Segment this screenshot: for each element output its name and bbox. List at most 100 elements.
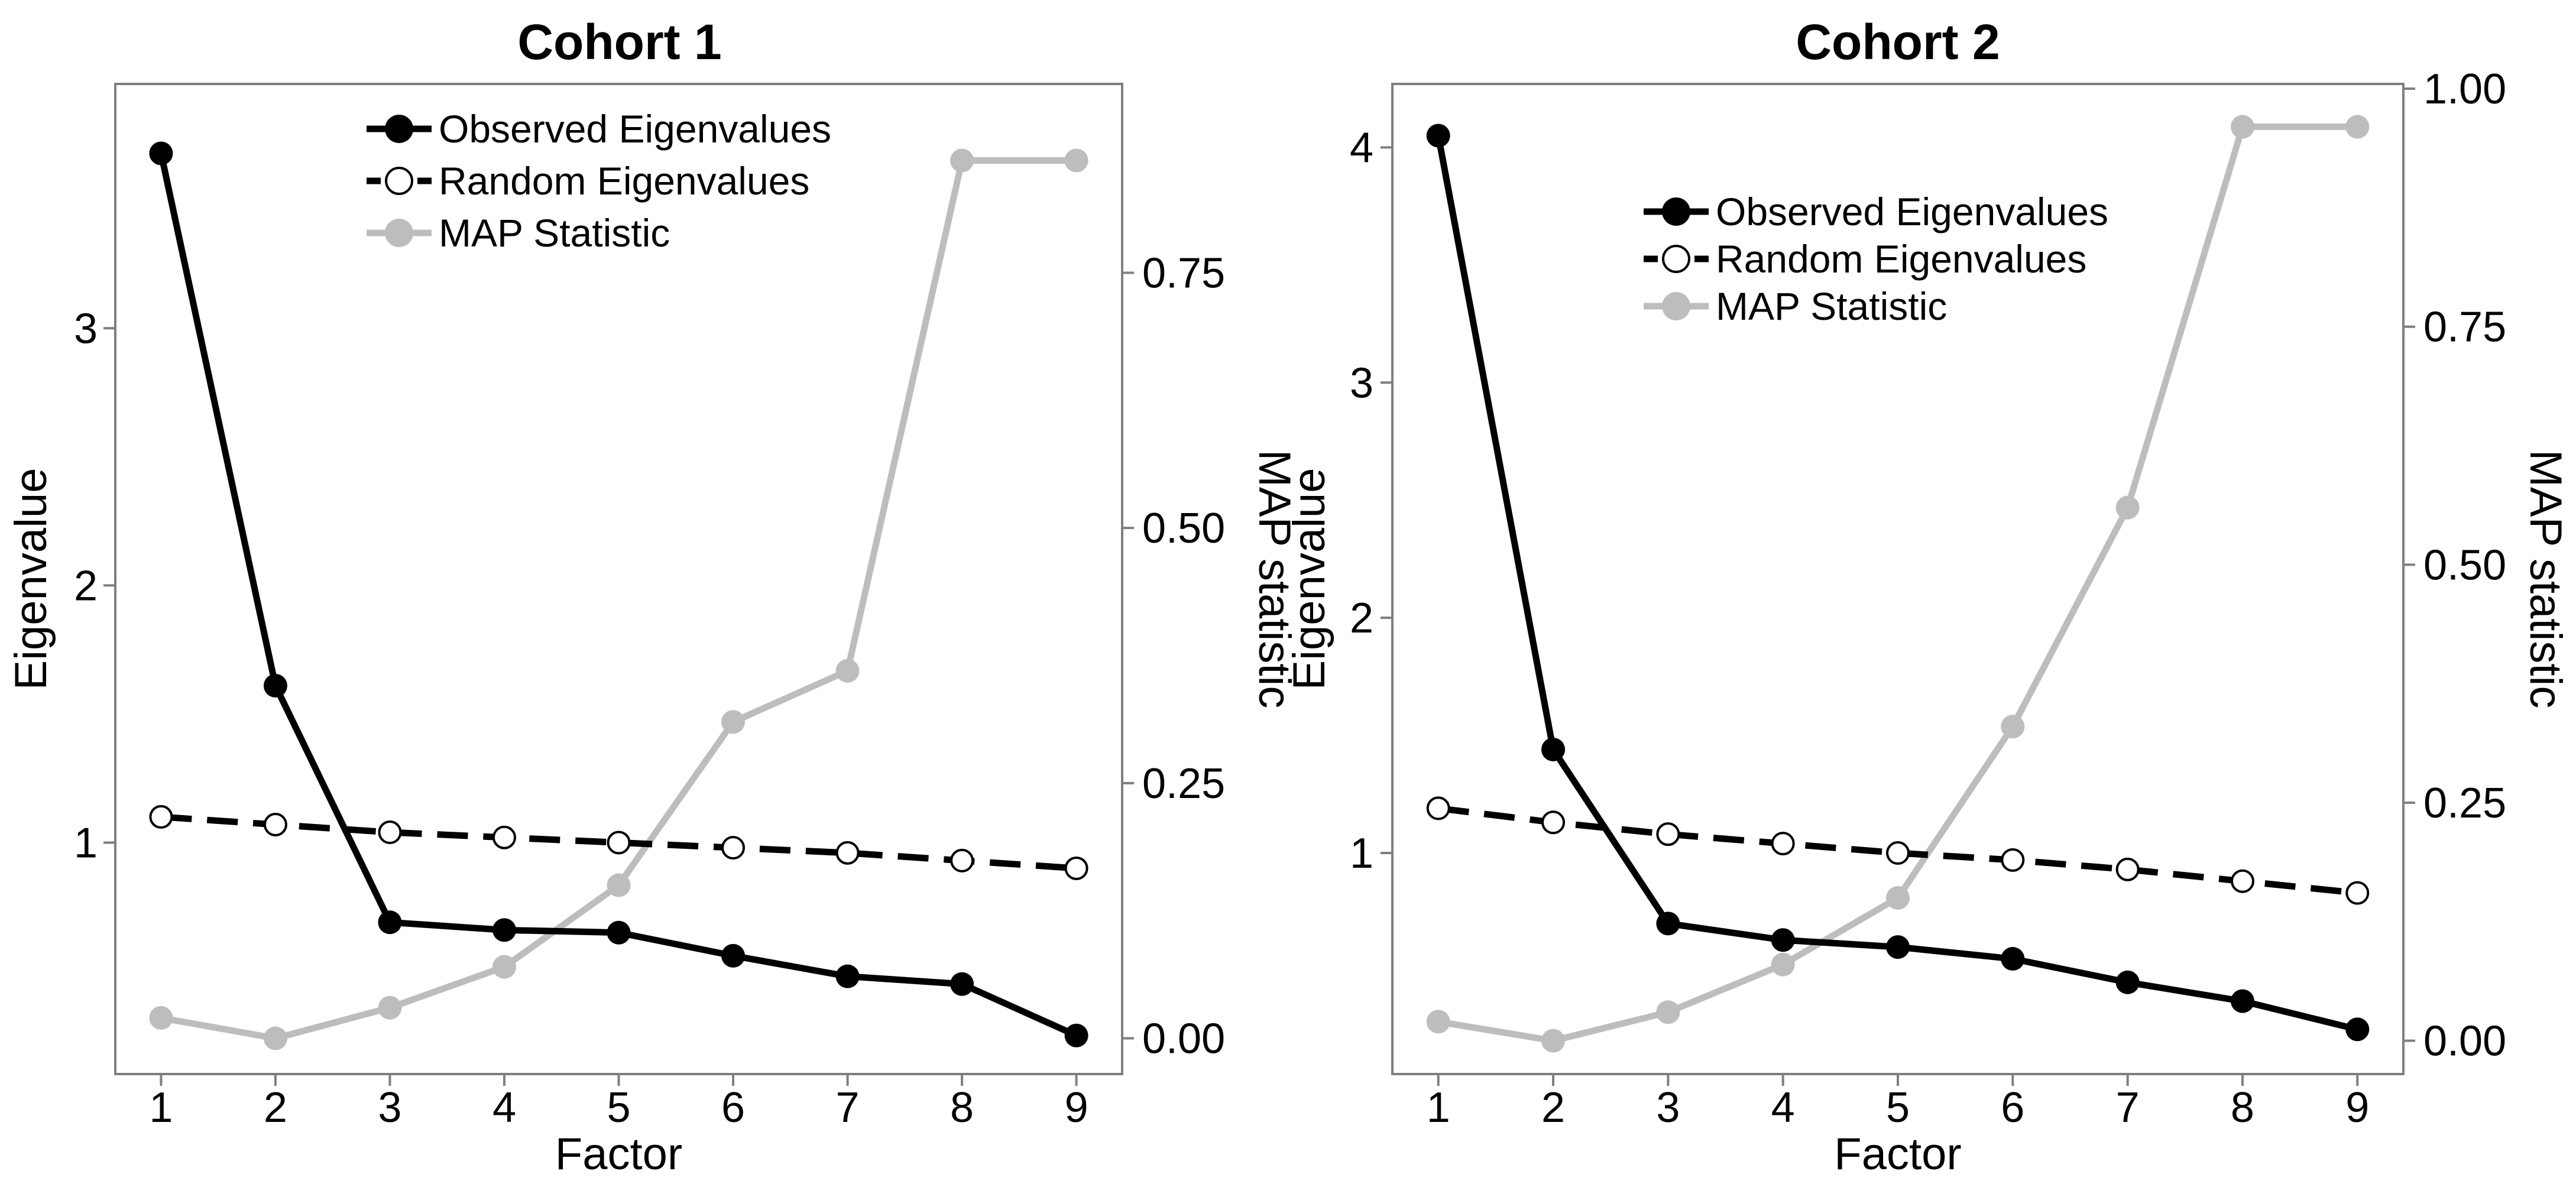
legend-label: Random Eigenvalues <box>439 159 809 203</box>
data-point <box>1064 148 1088 173</box>
data-point <box>1426 124 1450 148</box>
data-point <box>2230 115 2254 139</box>
series-map-statistic <box>1426 115 2370 1053</box>
data-point <box>1064 1023 1088 1047</box>
legend-key-marker <box>1662 245 1690 273</box>
data-point <box>2001 947 2025 971</box>
y-axis-label: Eigenvalue <box>1284 468 1334 690</box>
legend-item-random: Random Eigenvalues <box>367 159 809 203</box>
y2-tick-label: 0.00 <box>2423 1018 2506 1065</box>
legend-label: MAP Statistic <box>1716 284 1947 328</box>
x-tick-label: 5 <box>1886 1084 1910 1131</box>
data-point <box>721 710 746 734</box>
series-line <box>160 157 1077 1042</box>
x-tick-label: 7 <box>2116 1084 2140 1131</box>
x-tick-label: 7 <box>836 1084 860 1131</box>
data-point <box>721 836 746 860</box>
y2-tick-label: 1.00 <box>2423 66 2506 113</box>
x-tick-label: 6 <box>2001 1084 2024 1131</box>
y2-axis-label: MAP statistic <box>1249 450 1300 709</box>
legend-item-random: Random Eigenvalues <box>1644 237 2086 281</box>
y2-tick-label: 0.25 <box>1142 760 1225 807</box>
series-line <box>161 813 1077 872</box>
y2-axis-label: MAP statistic <box>2520 450 2571 709</box>
data-point <box>1656 822 1680 846</box>
data-point <box>835 964 860 988</box>
series-map-statistic <box>149 148 1088 1050</box>
chart-title: Cohort 2 <box>1796 14 2000 70</box>
x-tick-label: 5 <box>607 1084 630 1131</box>
x-tick-label: 9 <box>1065 1084 1088 1131</box>
data-point <box>1541 737 1566 761</box>
legend-key-marker <box>1662 197 1690 226</box>
data-point <box>607 873 631 897</box>
x-tick-label: 1 <box>149 1084 173 1131</box>
x-tick-label: 3 <box>378 1084 401 1131</box>
y-tick-label: 3 <box>1350 359 1373 407</box>
series-random-eigenvalues <box>149 805 1088 880</box>
legend-key-marker <box>385 115 413 143</box>
x-axis-label: Factor <box>555 1129 682 1179</box>
y-tick-label: 1 <box>74 819 98 867</box>
legend-item-map: MAP Statistic <box>1644 284 1947 328</box>
y-tick-label: 1 <box>1350 830 1373 877</box>
legend-item-observed: Observed Eigenvalues <box>1644 190 2108 233</box>
data-point <box>950 148 974 173</box>
x-tick-label: 4 <box>1771 1084 1795 1131</box>
legend-label: Observed Eigenvalues <box>439 107 831 151</box>
data-point <box>149 805 173 829</box>
data-point <box>1771 832 1795 856</box>
data-point <box>149 1006 173 1030</box>
data-point <box>378 820 402 845</box>
data-point <box>1541 810 1566 835</box>
data-point <box>1064 856 1088 880</box>
data-point <box>1886 935 1910 959</box>
y2-tick-label: 0.75 <box>1142 249 1225 297</box>
y2-tick-label: 0.75 <box>2423 304 2506 351</box>
legend-key-marker <box>1662 292 1690 320</box>
data-point <box>1656 911 1680 936</box>
y2-tick-label: 0.25 <box>2423 780 2506 827</box>
data-point <box>2345 115 2370 139</box>
data-point <box>492 825 516 849</box>
data-point <box>2345 881 2370 905</box>
series-line <box>158 153 1078 1039</box>
x-tick-label: 2 <box>1541 1084 1565 1131</box>
data-point <box>950 972 974 996</box>
data-point <box>607 920 631 945</box>
chart-panel-2: Cohort 2 1 2 3 4 5 6 7 8 9 Factor 1 2 3 4 Eigenvalue 0.0… <box>1284 14 2571 1179</box>
x-tick-label: 2 <box>264 1084 287 1131</box>
y-tick-label: 2 <box>74 562 98 609</box>
x-tick-label: 6 <box>721 1084 745 1131</box>
data-point <box>1771 952 1795 977</box>
data-point <box>2230 989 2254 1013</box>
data-point <box>263 812 287 836</box>
data-point <box>263 1026 287 1050</box>
legend-key-marker <box>385 167 413 195</box>
y-tick-label: 2 <box>1350 595 1373 642</box>
y2-tick-label: 0.50 <box>2423 541 2506 589</box>
data-point <box>721 943 746 968</box>
data-point <box>1656 1000 1680 1024</box>
y2-tick-label: 0.50 <box>1142 505 1225 552</box>
legend-label: Random Eigenvalues <box>1716 237 2086 281</box>
legend-item-observed: Observed Eigenvalues <box>367 107 831 151</box>
y-tick-label: 4 <box>1350 124 1373 171</box>
data-point <box>492 918 516 942</box>
chart-panel-1: Cohort 1 1 2 3 4 5 6 7 8 9 Factor 1 2 3 Eigenvalue 0.00… <box>6 14 1300 1179</box>
legend-key-marker <box>385 219 413 247</box>
data-point <box>1541 1029 1566 1053</box>
data-point <box>1771 928 1795 952</box>
data-point <box>263 674 287 698</box>
series-observed-eigenvalues <box>149 141 1088 1047</box>
x-axis-label: Factor <box>1834 1129 1961 1179</box>
data-point <box>2115 495 2140 520</box>
x-tick-label: 3 <box>1656 1084 1680 1131</box>
legend-item-map: MAP Statistic <box>367 211 670 255</box>
y-tick-label: 3 <box>74 305 98 352</box>
x-tick-label: 4 <box>492 1084 516 1131</box>
data-point <box>2001 848 2025 872</box>
data-point <box>1426 1010 1450 1034</box>
